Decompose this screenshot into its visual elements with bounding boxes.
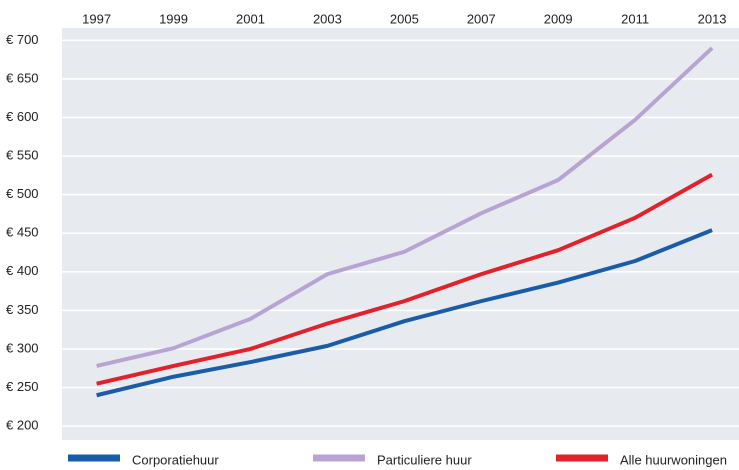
y-tick-label: € 350 [6, 302, 39, 317]
y-tick-label: € 300 [6, 340, 39, 355]
line [96, 228, 713, 398]
y-tick-label: € 200 [6, 418, 39, 433]
y-tick-label: € 400 [6, 263, 39, 278]
x-tick-label: 1999 [159, 11, 188, 26]
line [96, 172, 714, 386]
plot-background [62, 28, 739, 440]
legend-label: Particuliere huur [377, 452, 472, 467]
x-tick-label: 2001 [236, 11, 265, 26]
y-tick-label: € 550 [6, 148, 39, 163]
y-tick-label: € 600 [6, 109, 39, 124]
y-tick-label: € 700 [6, 32, 39, 47]
x-tick-label: 1997 [82, 11, 111, 26]
x-tick-label: 2009 [544, 11, 573, 26]
y-tick-label: € 650 [6, 70, 39, 85]
x-tick-label: 2007 [467, 11, 496, 26]
legend-label: Corporatiehuur [132, 452, 219, 467]
x-tick-label: 2011 [621, 11, 649, 26]
y-tick-label: € 250 [6, 379, 39, 394]
x-tick-label: 2005 [390, 11, 419, 26]
x-tick-label: 2003 [313, 11, 342, 26]
x-tick-label: 2013 [698, 11, 727, 26]
legend-label: Alle huurwoningen [620, 452, 727, 467]
y-tick-label: € 450 [6, 225, 39, 240]
line [96, 46, 714, 368]
y-tick-label: € 500 [6, 186, 39, 201]
